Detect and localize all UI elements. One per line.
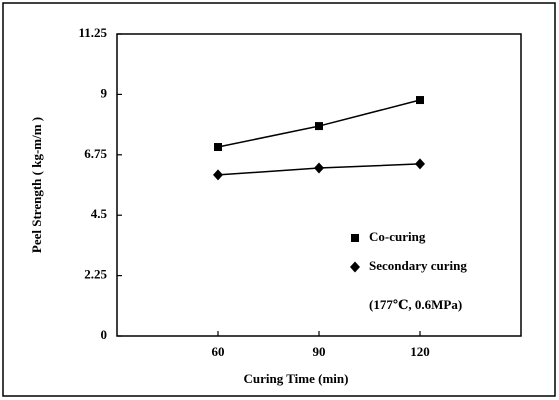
plot-area <box>116 33 522 337</box>
data-point <box>314 162 324 174</box>
data-point <box>416 96 424 105</box>
y-tick-label: 2.25 <box>84 267 107 282</box>
y-tick-label: 4.5 <box>91 206 108 221</box>
data-point <box>213 169 223 181</box>
frame <box>2 2 556 397</box>
x-tick-label: 90 <box>313 344 326 359</box>
legend-label: Secondary curing <box>369 258 467 273</box>
annotation: (177℃, 0.6MPa) <box>369 297 462 312</box>
legend-marker <box>350 261 360 273</box>
data-point <box>214 143 222 152</box>
y-axis-label: Peel Strength ( kg-m/m ) <box>29 117 44 253</box>
y-tick-label: 0 <box>101 327 108 342</box>
data-point <box>415 158 425 170</box>
x-tick-label: 60 <box>212 344 225 359</box>
y-tick-label: 9 <box>101 85 108 100</box>
y-tick-label: 11.25 <box>78 25 107 40</box>
x-tick-label: 120 <box>410 344 430 359</box>
x-axis-label: Curing Time (min) <box>244 371 349 386</box>
legend-marker <box>351 234 359 242</box>
legend-label: Co-curing <box>369 229 426 244</box>
y-tick-label: 6.75 <box>84 146 107 161</box>
data-point <box>315 122 323 131</box>
